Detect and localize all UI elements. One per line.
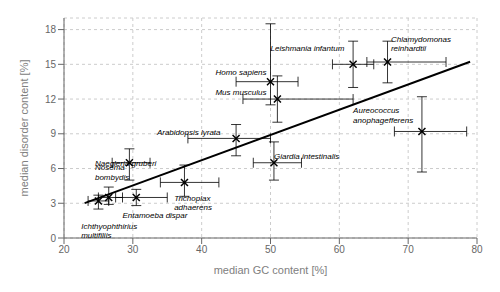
svg-text:20: 20 <box>58 244 70 255</box>
svg-text:40: 40 <box>196 244 208 255</box>
svg-text:Chlamydomonasreinhardtii: Chlamydomonasreinhardtii <box>391 35 451 54</box>
svg-text:60: 60 <box>334 244 346 255</box>
svg-text:Ichthyophthiriusmultifiliis: Ichthyophthiriusmultifiliis <box>81 222 137 238</box>
svg-text:12: 12 <box>45 94 57 105</box>
svg-text:9: 9 <box>50 128 56 139</box>
svg-text:Giardia intestinalis: Giardia intestinalis <box>274 152 339 161</box>
svg-text:Entamoeba dispar: Entamoeba dispar <box>123 211 188 220</box>
svg-text:50: 50 <box>265 244 277 255</box>
svg-text:15: 15 <box>45 59 57 70</box>
svg-text:18: 18 <box>45 24 57 35</box>
svg-text:Trichoplaxadhaerens: Trichoplaxadhaerens <box>174 194 212 213</box>
svg-text:Leishmania infantum: Leishmania infantum <box>271 44 345 53</box>
svg-text:Aureococcusanophagefferens: Aureococcusanophagefferens <box>352 106 413 125</box>
svg-text:median GC content [%]: median GC content [%] <box>214 264 328 276</box>
svg-text:median disorder content [%]: median disorder content [%] <box>18 60 30 197</box>
svg-text:Naegleria gruberi: Naegleria gruberi <box>95 159 157 168</box>
svg-text:70: 70 <box>403 244 415 255</box>
svg-text:3: 3 <box>50 198 56 209</box>
svg-text:30: 30 <box>127 244 139 255</box>
svg-text:80: 80 <box>471 244 483 255</box>
svg-text:Mus musculus: Mus musculus <box>215 88 266 97</box>
svg-text:Homo sapiens: Homo sapiens <box>215 68 266 77</box>
svg-text:6: 6 <box>50 163 56 174</box>
svg-text:0: 0 <box>50 233 56 244</box>
svg-text:Arabidopsis lyrata: Arabidopsis lyrata <box>156 128 221 137</box>
